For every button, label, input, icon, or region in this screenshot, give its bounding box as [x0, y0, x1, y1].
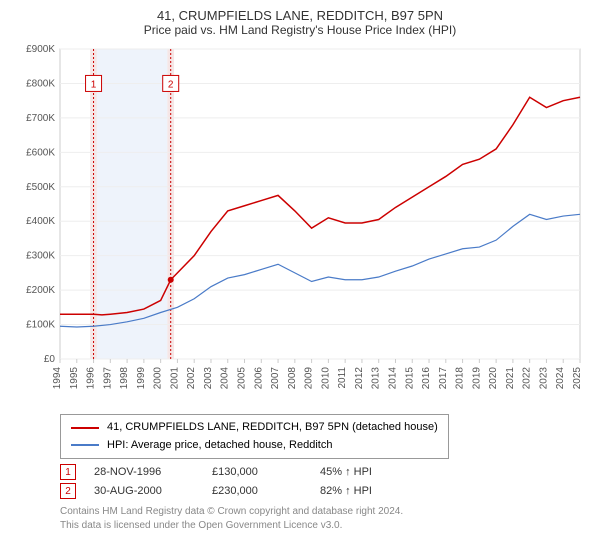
legend-swatch	[71, 444, 99, 446]
svg-text:£400K: £400K	[26, 216, 55, 227]
svg-text:2024: 2024	[555, 367, 566, 390]
marker-row: 2 30-AUG-2000 £230,000 82% ↑ HPI	[60, 483, 590, 499]
svg-text:2000: 2000	[153, 367, 164, 390]
svg-text:1995: 1995	[69, 367, 80, 390]
svg-text:1998: 1998	[119, 367, 130, 390]
svg-text:1994: 1994	[52, 367, 63, 390]
marker-delta: 82% ↑ HPI	[320, 485, 372, 497]
page-subtitle: Price paid vs. HM Land Registry's House …	[10, 23, 590, 37]
svg-text:£500K: £500K	[26, 182, 55, 193]
footnote: Contains HM Land Registry data © Crown c…	[60, 505, 590, 532]
svg-text:2008: 2008	[287, 367, 298, 390]
footnote-line-1: Contains HM Land Registry data © Crown c…	[60, 505, 590, 519]
svg-text:£200K: £200K	[26, 285, 55, 296]
marker-price: £230,000	[212, 485, 302, 497]
svg-text:2010: 2010	[320, 367, 331, 390]
svg-text:2003: 2003	[203, 367, 214, 390]
svg-text:2023: 2023	[538, 367, 549, 390]
legend-label: HPI: Average price, detached house, Redd…	[107, 437, 332, 455]
marker-row: 1 28-NOV-1996 £130,000 45% ↑ HPI	[60, 464, 590, 480]
svg-text:2018: 2018	[455, 367, 466, 390]
page-title: 41, CRUMPFIELDS LANE, REDDITCH, B97 5PN	[10, 8, 590, 23]
legend-label: 41, CRUMPFIELDS LANE, REDDITCH, B97 5PN …	[107, 419, 438, 437]
marker-date: 30-AUG-2000	[94, 485, 194, 497]
svg-text:£800K: £800K	[26, 78, 55, 89]
svg-text:2009: 2009	[304, 367, 315, 390]
svg-text:£300K: £300K	[26, 251, 55, 262]
svg-text:2: 2	[168, 79, 174, 90]
marker-delta: 45% ↑ HPI	[320, 466, 372, 478]
svg-text:1997: 1997	[102, 367, 113, 390]
svg-text:£100K: £100K	[26, 320, 55, 331]
svg-text:2005: 2005	[237, 367, 248, 390]
svg-text:2022: 2022	[522, 367, 533, 390]
container: 41, CRUMPFIELDS LANE, REDDITCH, B97 5PN …	[0, 0, 600, 560]
svg-text:2011: 2011	[337, 367, 348, 389]
legend-row: 41, CRUMPFIELDS LANE, REDDITCH, B97 5PN …	[71, 419, 438, 437]
svg-text:2002: 2002	[186, 367, 197, 390]
footnote-line-2: This data is licensed under the Open Gov…	[60, 519, 590, 533]
svg-text:2013: 2013	[371, 367, 382, 390]
svg-text:1999: 1999	[136, 367, 147, 390]
svg-text:2016: 2016	[421, 367, 432, 390]
svg-text:2021: 2021	[505, 367, 516, 390]
svg-text:2020: 2020	[488, 367, 499, 390]
marker-badge: 1	[60, 464, 76, 480]
svg-text:2015: 2015	[404, 367, 415, 390]
svg-text:2001: 2001	[169, 367, 180, 390]
marker-badge: 2	[60, 483, 76, 499]
legend: 41, CRUMPFIELDS LANE, REDDITCH, B97 5PN …	[60, 414, 449, 459]
svg-text:1: 1	[91, 79, 97, 90]
svg-text:£0: £0	[44, 354, 56, 365]
svg-text:2007: 2007	[270, 367, 281, 390]
svg-text:£700K: £700K	[26, 113, 55, 124]
marker-price: £130,000	[212, 466, 302, 478]
legend-swatch	[71, 427, 99, 429]
svg-text:£900K: £900K	[26, 44, 55, 55]
price-chart: £0 £100K £200K £300K £400K £500K £600K £700K £80…	[10, 43, 590, 403]
svg-text:2004: 2004	[220, 367, 231, 390]
svg-text:2012: 2012	[354, 367, 365, 390]
svg-text:2017: 2017	[438, 367, 449, 390]
svg-text:2019: 2019	[471, 367, 482, 390]
svg-text:1996: 1996	[86, 367, 97, 390]
marker-date: 28-NOV-1996	[94, 466, 194, 478]
svg-text:2014: 2014	[387, 367, 398, 390]
svg-text:2025: 2025	[572, 367, 583, 390]
marker-table: 1 28-NOV-1996 £130,000 45% ↑ HPI 2 30-AUG-200…	[10, 461, 590, 499]
legend-row: HPI: Average price, detached house, Redd…	[71, 437, 438, 455]
chart-area: £0 £100K £200K £300K £400K £500K £600K £700K £80…	[10, 43, 590, 408]
svg-text:£600K: £600K	[26, 147, 55, 158]
svg-text:2006: 2006	[253, 367, 264, 390]
